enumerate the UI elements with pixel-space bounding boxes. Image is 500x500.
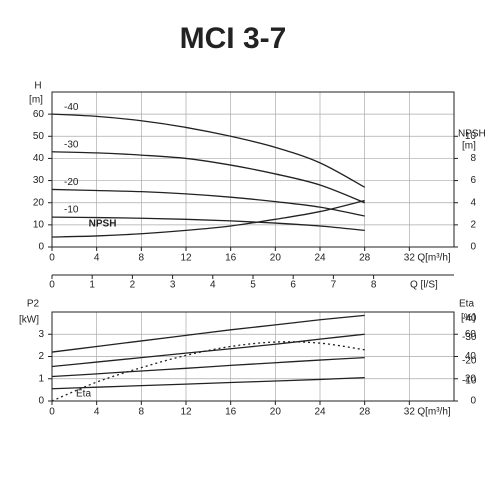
series-line [51, 333, 365, 368]
x-tick-label: 28 [359, 253, 371, 264]
y-tick-label: 30 [33, 175, 45, 186]
series-label: -30 [462, 332, 477, 343]
x-tick-label: 24 [314, 407, 326, 418]
x2-tick-label: 5 [250, 280, 256, 291]
series-label: -10 [64, 205, 79, 216]
y2-axis-label: Eta [459, 299, 474, 310]
y2-tick-label: 40 [465, 351, 477, 362]
x-tick-label: 20 [270, 253, 282, 264]
series-label: -10 [462, 375, 477, 386]
x-tick-label: 12 [180, 253, 192, 264]
y-tick-label: 1 [38, 373, 44, 384]
series-label: NPSH [89, 219, 117, 230]
x-tick-label: 8 [139, 253, 145, 264]
y2-tick-label: 0 [470, 242, 476, 253]
x-tick-label: 8 [139, 407, 145, 418]
y2-tick-label: 0 [470, 396, 476, 407]
x2-tick-label: 8 [371, 280, 377, 291]
series-label: Eta [76, 389, 91, 400]
series-label: -30 [64, 139, 79, 150]
y2-tick-label: 8 [470, 153, 476, 164]
x-tick-label: 0 [49, 407, 55, 418]
series-label: -40 [462, 313, 477, 324]
y-tick-label: 20 [33, 197, 45, 208]
x-tick-label: 20 [270, 407, 282, 418]
y-tick-label: 40 [33, 153, 45, 164]
y2-tick-label: 10 [465, 131, 477, 142]
series-label: -20 [64, 177, 79, 188]
series-line [51, 151, 365, 204]
series-line [51, 199, 365, 238]
plot-frame [51, 91, 455, 248]
series-label: -40 [64, 102, 79, 113]
y-tick-label: 0 [38, 242, 44, 253]
y-axis-label: P2 [27, 299, 40, 310]
y-tick-label: 10 [33, 219, 45, 230]
chart-title: MCI 3-7 [180, 22, 287, 55]
y2-tick-label: 4 [470, 197, 476, 208]
x-tick-label: 32 [404, 407, 416, 418]
y2-tick-label: 2 [470, 219, 476, 230]
x-axis-label: Q[m³/h] [417, 253, 451, 264]
x-tick-label: 12 [180, 407, 192, 418]
y2-tick-label: 6 [470, 175, 476, 186]
y2-tick-label: 60 [465, 329, 477, 340]
x2-tick-label: 7 [331, 280, 337, 291]
y-axis-label: H [34, 81, 41, 92]
x2-tick-label: 6 [290, 280, 296, 291]
x-tick-label: 16 [225, 407, 237, 418]
x-tick-label: 0 [49, 253, 55, 264]
y2-tick-label: 20 [465, 373, 477, 384]
y2-axis-label: NPSH [458, 129, 486, 140]
x2-tick-label: 3 [170, 280, 176, 291]
series-line [51, 113, 365, 188]
x-tick-label: 4 [94, 253, 100, 264]
y-tick-label: 60 [33, 109, 45, 120]
y-tick-label: 2 [38, 351, 44, 362]
series-line [51, 314, 365, 353]
x2-tick-label: 2 [130, 280, 136, 291]
y-axis-unit: [kW] [19, 315, 39, 326]
y-tick-label: 50 [33, 131, 45, 142]
series-line [51, 216, 365, 232]
series-line [51, 356, 365, 378]
y-tick-label: 0 [38, 396, 44, 407]
plot-frame [51, 311, 455, 402]
x2-tick-label: 0 [49, 280, 55, 291]
x-axis-label: Q[m³/h] [417, 407, 451, 418]
series-line [51, 376, 365, 390]
series-label: -20 [462, 355, 477, 366]
series-line [51, 188, 365, 217]
x-tick-label: 24 [314, 253, 326, 264]
x-tick-label: 16 [225, 253, 237, 264]
x-tick-label: 4 [94, 407, 100, 418]
x2-tick-label: 4 [210, 280, 216, 291]
y-tick-label: 3 [38, 329, 44, 340]
x-tick-label: 32 [404, 253, 416, 264]
y2-axis-unit: [m] [462, 141, 476, 152]
x2-axis-label: Q [l/S] [410, 280, 438, 291]
y2-axis-unit: [%] [461, 313, 476, 324]
x2-tick-label: 1 [89, 280, 95, 291]
x-tick-label: 28 [359, 407, 371, 418]
y-axis-unit: [m] [29, 95, 43, 106]
